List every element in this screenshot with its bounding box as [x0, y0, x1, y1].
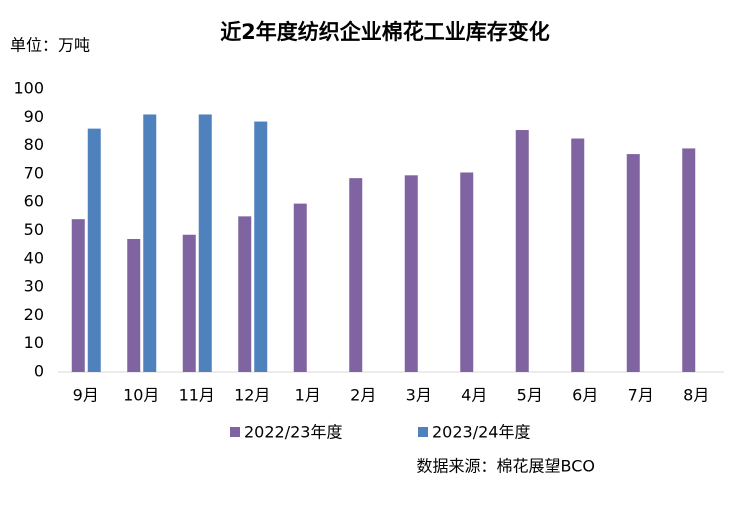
x-tick-label: 9月 — [73, 386, 99, 405]
x-tick-label: 2月 — [350, 386, 376, 405]
x-tick-label: 4月 — [461, 386, 487, 405]
y-tick-label: 10 — [24, 333, 44, 352]
y-tick-label: 0 — [34, 362, 44, 381]
unit-label: 单位：万吨 — [10, 36, 90, 55]
chart-title: 近2年度纺织企业棉花工业库存变化 — [220, 20, 550, 44]
y-tick-label: 40 — [24, 248, 44, 267]
legend-label: 2022/23年度 — [244, 423, 342, 442]
y-tick-label: 80 — [24, 135, 44, 154]
legend-swatch — [418, 427, 428, 437]
y-tick-label: 100 — [13, 79, 44, 98]
bar — [515, 130, 529, 372]
x-tick-label: 1月 — [295, 386, 321, 405]
y-tick-label: 70 — [24, 163, 44, 182]
x-tick-label: 8月 — [683, 386, 709, 405]
bar — [127, 238, 141, 372]
bar — [682, 148, 696, 372]
bar — [238, 216, 252, 372]
x-tick-label: 6月 — [572, 386, 598, 405]
legend-swatch — [230, 427, 240, 437]
x-tick-label: 7月 — [628, 386, 654, 405]
x-tick-label: 12月 — [234, 386, 270, 405]
bar — [254, 121, 268, 372]
x-tick-label: 3月 — [406, 386, 432, 405]
bar — [626, 154, 640, 372]
bar — [571, 138, 585, 372]
bar — [198, 114, 212, 372]
y-tick-label: 60 — [24, 192, 44, 211]
bar — [404, 175, 418, 372]
y-tick-label: 20 — [24, 305, 44, 324]
bar — [71, 219, 85, 372]
source-note: 数据来源：棉花展望BCO — [417, 457, 595, 476]
legend-label: 2023/24年度 — [432, 423, 530, 442]
bar — [143, 114, 157, 372]
x-tick-label: 10月 — [123, 386, 159, 405]
x-tick-label: 5月 — [517, 386, 543, 405]
bar — [460, 172, 474, 372]
x-tick-label: 11月 — [179, 386, 215, 405]
bar — [87, 128, 101, 372]
y-tick-label: 30 — [24, 277, 44, 296]
bar — [293, 203, 307, 372]
bar — [182, 234, 196, 372]
y-tick-label: 50 — [24, 220, 44, 239]
y-tick-label: 90 — [24, 107, 44, 126]
bar — [349, 178, 363, 372]
